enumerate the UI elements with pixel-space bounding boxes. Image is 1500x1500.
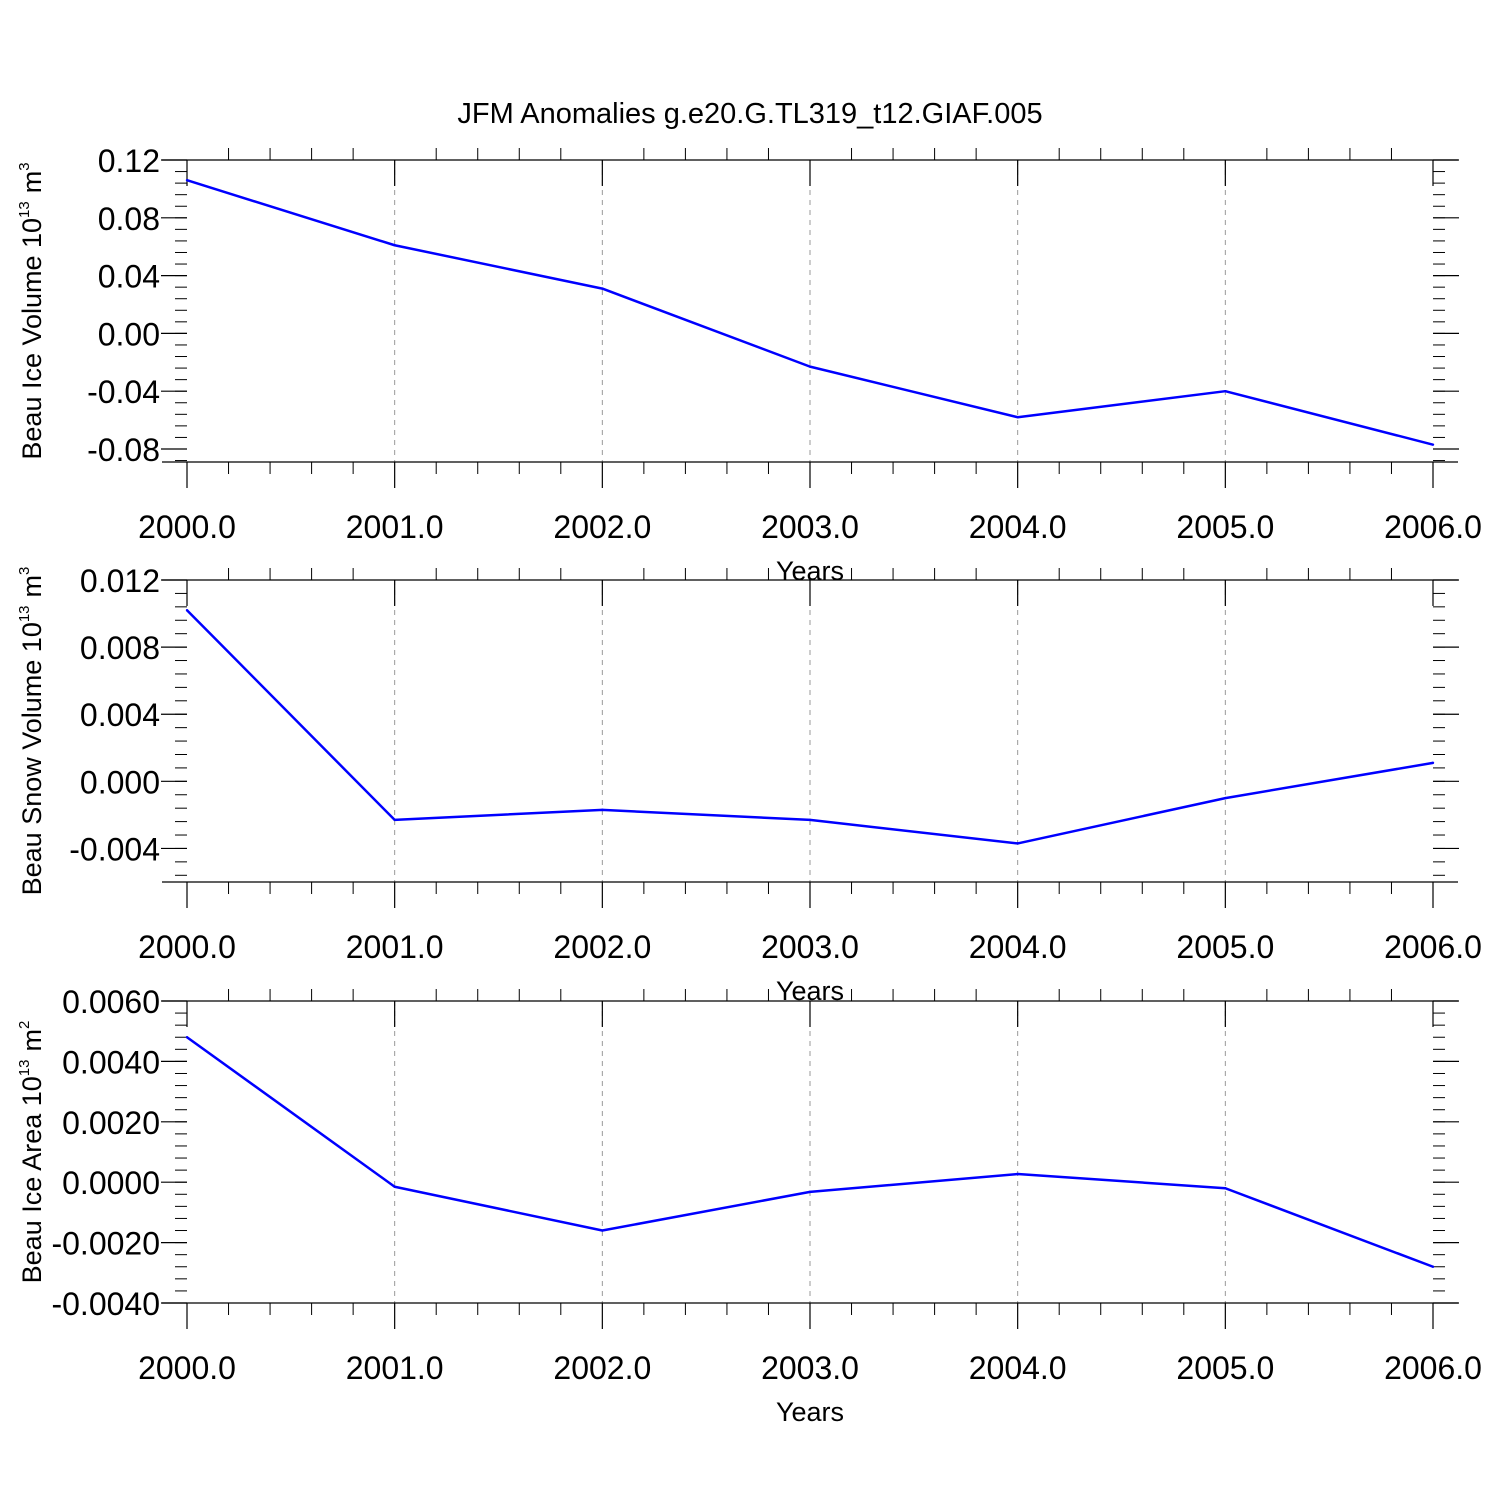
data-point bbox=[601, 1229, 604, 1232]
data-point bbox=[185, 609, 189, 612]
data-point bbox=[393, 818, 396, 822]
data-point bbox=[1224, 1187, 1227, 1190]
y-tick-label: 0.08 bbox=[98, 201, 160, 237]
x-tick-label: 2001.0 bbox=[346, 509, 444, 545]
data-point bbox=[601, 808, 604, 812]
data-point bbox=[1224, 796, 1227, 800]
y-tick-label: -0.0040 bbox=[51, 1286, 160, 1322]
series-line bbox=[186, 609, 1434, 845]
chart-panel-1: 2000.0 2001.0 2002.0 2003.0 2004.0 2005.0 2006… bbox=[16, 143, 1482, 586]
x-tick-label: 2003.0 bbox=[761, 1350, 859, 1386]
x-tick-label: 2000.0 bbox=[138, 1350, 236, 1386]
y-axis-label-exponent: 13 bbox=[16, 1060, 33, 1077]
x-tick-label: 2004.0 bbox=[969, 929, 1067, 965]
y-tick-label: 0.12 bbox=[98, 143, 160, 179]
y-axis-label-unit-exponent: 2 bbox=[16, 1021, 33, 1029]
y-tick-label: 0.000 bbox=[80, 764, 160, 800]
data-point bbox=[1431, 761, 1435, 765]
x-tick-label: 2003.0 bbox=[761, 509, 859, 545]
y-tick-label: 0.0040 bbox=[62, 1044, 160, 1080]
y-tick-label: 0.004 bbox=[80, 697, 160, 733]
x-tick-label: 2001.0 bbox=[346, 929, 444, 965]
x-tick-label: 2005.0 bbox=[1176, 929, 1274, 965]
y-axis-label-unit-exponent: 3 bbox=[16, 567, 33, 575]
y-axis-label-exponent: 13 bbox=[16, 605, 33, 622]
y-tick-label: 0.012 bbox=[80, 563, 160, 599]
y-tick-label: 0.0000 bbox=[62, 1165, 160, 1201]
x-tick-label: 2005.0 bbox=[1176, 509, 1274, 545]
x-tick-label: 2006.0 bbox=[1384, 509, 1482, 545]
data-point bbox=[808, 365, 812, 368]
data-point bbox=[601, 287, 604, 290]
y-tick-label: 0.00 bbox=[98, 316, 160, 352]
chart-panel-3: 2000.0 2001.0 2002.0 2003.0 2004.0 2005.0 2006… bbox=[16, 984, 1482, 1427]
x-tick-label: 2002.0 bbox=[553, 929, 651, 965]
y-tick-label: 0.0020 bbox=[62, 1105, 160, 1141]
x-tick-label: 2001.0 bbox=[346, 1350, 444, 1386]
data-point bbox=[1224, 389, 1227, 393]
y-axis-label-exponent: 13 bbox=[16, 201, 33, 218]
y-axis-label-text: Beau Ice Volume 10 bbox=[17, 218, 47, 460]
y-axis-label-text: Beau Snow Volume 10 bbox=[17, 622, 47, 895]
data-point bbox=[808, 1190, 812, 1194]
y-axis-label: Beau Snow Volume 1013 m3 bbox=[16, 567, 47, 896]
y-tick-label: -0.004 bbox=[69, 831, 160, 867]
y-axis-label-unit: m bbox=[17, 575, 47, 598]
x-tick-label: 2006.0 bbox=[1384, 1350, 1482, 1386]
x-tick-label: 2000.0 bbox=[138, 929, 236, 965]
data-point bbox=[185, 179, 189, 182]
y-axis-label: Beau Ice Area 1013 m2 bbox=[16, 1021, 47, 1284]
y-axis-label-unit: m bbox=[17, 1029, 47, 1052]
data-point bbox=[1431, 1265, 1435, 1268]
data-point bbox=[1016, 842, 1019, 845]
y-axis-label-unit-exponent: 3 bbox=[16, 162, 33, 170]
x-axis-label: Years bbox=[776, 1397, 844, 1427]
y-tick-label: 0.008 bbox=[80, 630, 160, 666]
chart-title: JFM Anomalies g.e20.G.TL319_t12.GIAF.005 bbox=[457, 98, 1042, 130]
x-tick-label: 2002.0 bbox=[553, 509, 651, 545]
y-tick-label: -0.08 bbox=[87, 432, 160, 468]
x-tick-label: 2000.0 bbox=[138, 509, 236, 545]
data-point bbox=[808, 818, 812, 822]
x-tick-label: 2005.0 bbox=[1176, 1350, 1274, 1386]
y-axis-label: Beau Ice Volume 1013 m3 bbox=[16, 162, 47, 459]
y-tick-label: -0.04 bbox=[87, 374, 160, 410]
y-axis-label-unit: m bbox=[17, 171, 47, 194]
y-tick-label: -0.0020 bbox=[51, 1226, 160, 1262]
x-tick-label: 2004.0 bbox=[969, 509, 1067, 545]
data-point bbox=[185, 1036, 189, 1039]
data-point bbox=[393, 1185, 396, 1188]
x-tick-label: 2006.0 bbox=[1384, 929, 1482, 965]
data-point bbox=[393, 244, 396, 247]
x-tick-label: 2004.0 bbox=[969, 1350, 1067, 1386]
y-axis-label-text: Beau Ice Area 10 bbox=[17, 1076, 47, 1283]
y-tick-label: 0.0060 bbox=[62, 984, 160, 1020]
x-tick-label: 2002.0 bbox=[553, 1350, 651, 1386]
x-tick-label: 2003.0 bbox=[761, 929, 859, 965]
chart-panel-2: 2000.0 2001.0 2002.0 2003.0 2004.0 2005.0 2006… bbox=[16, 563, 1482, 1006]
data-point bbox=[1016, 416, 1019, 419]
data-point bbox=[1431, 443, 1435, 446]
data-point bbox=[1016, 1172, 1019, 1176]
y-tick-label: 0.04 bbox=[98, 259, 160, 295]
panels: 2000.0 2001.0 2002.0 2003.0 2004.0 2005.0 2006… bbox=[16, 143, 1482, 1427]
